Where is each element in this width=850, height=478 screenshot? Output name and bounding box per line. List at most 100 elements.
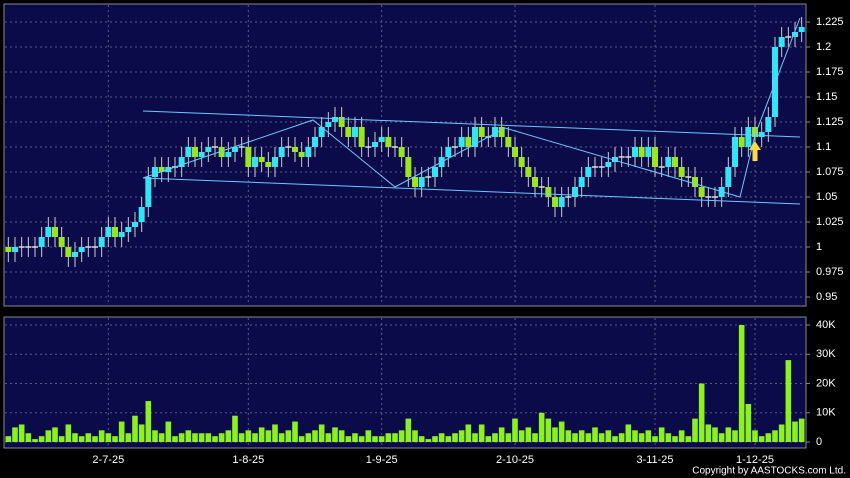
candle-body — [58, 237, 65, 247]
candle-body — [38, 237, 45, 247]
signal-arrow — [749, 141, 761, 161]
volume-bar — [732, 430, 738, 443]
volume-bar — [352, 433, 358, 443]
candle-body — [558, 197, 565, 207]
channel-upper — [142, 110, 801, 138]
volume-bar — [18, 424, 25, 443]
candle-body — [612, 157, 618, 162]
candle-body — [332, 117, 338, 122]
volume-bar — [158, 433, 165, 443]
volume-bar — [778, 424, 785, 443]
volume-bar — [325, 433, 332, 443]
volume-bar — [252, 433, 258, 443]
volume-bar — [112, 436, 118, 443]
volume-bar — [132, 415, 138, 443]
volume-bar — [138, 424, 145, 443]
candle-body — [312, 137, 318, 147]
candle-body — [5, 247, 12, 252]
volume-bar — [765, 433, 772, 443]
candle-body — [378, 137, 385, 142]
volume-bar — [545, 418, 552, 443]
candle-body — [665, 157, 672, 167]
candle-body — [752, 127, 758, 137]
volume-bar — [365, 430, 372, 443]
volume-bar — [425, 439, 432, 443]
candle-body — [505, 137, 512, 147]
candle-body — [492, 127, 498, 137]
candle-body — [225, 152, 232, 157]
volume-bar — [338, 430, 345, 443]
volume-bar — [472, 433, 478, 443]
candle-body — [498, 127, 505, 137]
volume-tick-label: 30K — [816, 348, 836, 360]
candle-body — [405, 157, 412, 177]
volume-bar — [152, 430, 158, 443]
candle-body — [398, 147, 405, 157]
volume-bar — [725, 427, 732, 443]
candle-body — [45, 227, 52, 237]
volume-bar — [718, 433, 725, 443]
volume-bar — [438, 433, 445, 443]
candle-body — [198, 152, 205, 157]
price-panel — [3, 3, 807, 307]
y-tick-label: 0.975 — [816, 266, 844, 278]
candle-body — [638, 147, 645, 157]
volume-bar — [38, 436, 45, 443]
volume-bar — [772, 430, 778, 443]
x-tick-label: 1-8-25 — [232, 454, 264, 466]
volume-bar — [512, 418, 518, 443]
x-tick-label: 1-9-25 — [366, 454, 398, 466]
candle-body — [245, 147, 252, 167]
volume-bar — [432, 436, 438, 443]
y-tick-label: 1.075 — [816, 166, 844, 178]
candle-body — [352, 127, 358, 137]
volume-bar — [485, 436, 492, 443]
volume-bar — [792, 421, 798, 443]
trend-lines — [142, 17, 801, 205]
volume-bar — [145, 401, 152, 443]
volume-bar — [218, 433, 225, 443]
candle-body — [178, 157, 185, 167]
y-tick-label: 1 — [816, 241, 822, 253]
volume-bar — [525, 427, 532, 443]
y-tick-label: 1.2 — [816, 41, 831, 53]
volume-bar — [405, 418, 412, 443]
volume-bar — [612, 436, 618, 443]
volume-bar — [618, 433, 625, 443]
copyright: Copyright by AASTOCKS.com Ltd. — [692, 466, 846, 477]
candle-body — [185, 147, 192, 157]
candle-body — [265, 162, 272, 167]
y-tick-label: 1.1 — [816, 141, 831, 153]
volume-bar — [558, 421, 565, 443]
volume-bar — [52, 427, 58, 443]
candle-body — [318, 127, 325, 137]
candle-body — [798, 27, 805, 32]
volume-bar — [178, 433, 185, 443]
candle-body — [532, 177, 538, 187]
candle-body — [112, 227, 118, 237]
volume-bar — [78, 436, 85, 443]
volume-bar — [518, 430, 525, 443]
volume-bar — [672, 436, 678, 443]
volume-bar — [172, 436, 178, 443]
volume-bar — [632, 430, 638, 443]
volume-bar — [698, 383, 705, 443]
candle-body — [432, 167, 438, 177]
volume-bar — [418, 436, 425, 443]
volume-bar — [745, 404, 752, 443]
volume-bar — [378, 436, 385, 443]
x-tick-label: 2-7-25 — [92, 454, 124, 466]
volume-bar — [578, 430, 585, 443]
volume-bar — [258, 427, 265, 443]
volume-tick-label: 20K — [816, 377, 836, 389]
candle-body — [158, 167, 165, 172]
candle-body — [692, 177, 698, 187]
candle-body — [205, 147, 212, 152]
candle-body — [78, 247, 85, 252]
volume-bar — [12, 427, 18, 443]
candle-body — [252, 157, 258, 167]
volume-bar — [72, 433, 78, 443]
volume-bar — [532, 433, 538, 443]
candle-body — [12, 247, 18, 252]
candle-body — [325, 122, 332, 127]
